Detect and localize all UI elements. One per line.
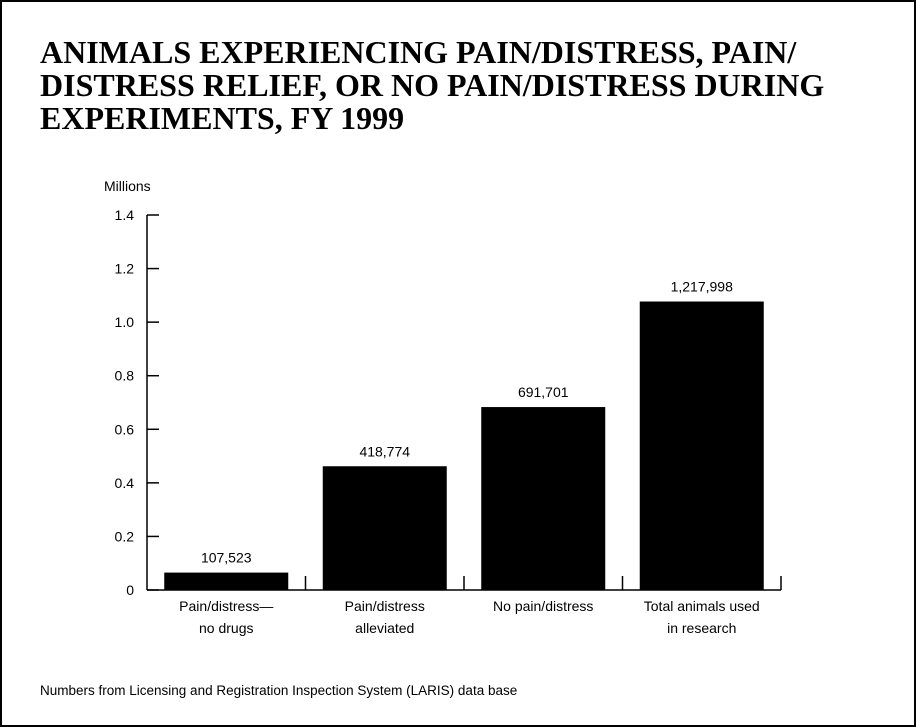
chart-title-line-3: EXPERIMENTS, FY 1999: [40, 100, 405, 136]
bar-data-label: 1,217,998: [671, 279, 733, 295]
bar: [639, 301, 764, 590]
y-tick-label: 0.2: [115, 528, 135, 544]
x-tick-label-line: Pain/distress: [345, 598, 425, 614]
y-tick-label: 0.8: [115, 368, 135, 384]
x-tick-label: Pain/distress— no drugs: [179, 598, 273, 636]
x-tick-label-line: No pain/distress: [493, 598, 593, 614]
x-tick-label-line: Pain/distress—: [179, 598, 273, 614]
bar-data-label: 418,774: [359, 443, 410, 459]
y-tick-label: 1.0: [115, 314, 135, 330]
x-tick-label-line: alleviated: [355, 620, 414, 636]
bar: [164, 572, 289, 590]
y-tick-label: 0: [126, 582, 134, 598]
y-axis-label: Millions: [104, 178, 151, 194]
x-tick-label-line: no drugs: [199, 620, 253, 636]
x-tick-label-line: Total animals used: [644, 598, 760, 614]
chart-title: ANIMALS EXPERIENCING PAIN/DISTRESS, PAIN…: [40, 36, 880, 135]
chart-title-line-1: ANIMALS EXPERIENCING PAIN/DISTRESS, PAIN…: [40, 34, 797, 70]
bar: [481, 407, 606, 590]
y-tick-label: 0.4: [115, 475, 135, 491]
source-note: Numbers from Licensing and Registration …: [40, 683, 518, 698]
bar-data-label: 107,523: [201, 550, 252, 566]
x-tick-label-line: in research: [667, 620, 736, 636]
x-tick-label: Total animals used in research: [644, 598, 760, 636]
y-tick-label: 1.2: [115, 261, 135, 277]
chart-title-line-2: DISTRESS RELIEF, OR NO PAIN/DISTRESS DUR…: [40, 67, 825, 103]
bar-data-label: 691,701: [518, 384, 569, 400]
y-tick-label: 0.6: [115, 421, 135, 437]
x-tick-label: Pain/distress alleviated: [345, 598, 425, 636]
bar: [322, 466, 447, 590]
y-tick-label: 1.4: [115, 207, 135, 223]
x-tick-label: No pain/distress: [493, 598, 593, 614]
